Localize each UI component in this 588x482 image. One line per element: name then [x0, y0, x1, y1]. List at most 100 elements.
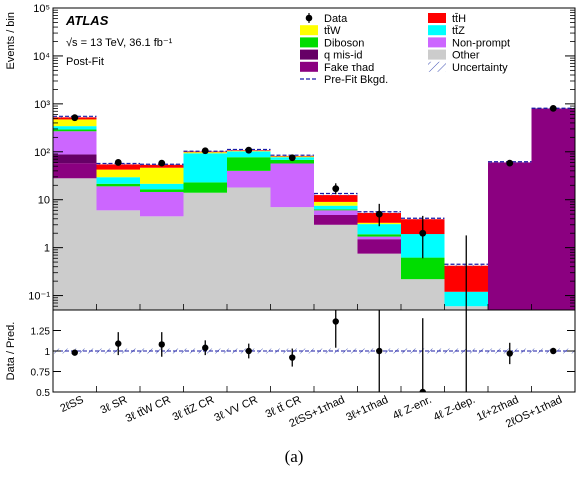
ratio-tick-label: 1.25: [31, 327, 51, 338]
stack-segment: [96, 183, 140, 187]
legend-swatch: [428, 61, 446, 72]
stack-segment: [53, 178, 97, 310]
ratio-point: [376, 347, 383, 355]
data-point: [114, 159, 122, 166]
ratio-tick-label: 0.5: [36, 388, 50, 399]
ratio-point: [245, 347, 252, 355]
ratio-point: [115, 340, 122, 347]
x-tick-label: 3ℓ VV CR: [213, 394, 260, 424]
legend-label: tt̄W: [324, 25, 341, 37]
ratio-point: [550, 347, 557, 355]
data-point: [506, 159, 514, 167]
legend-label: Uncertainty: [452, 62, 508, 74]
stack-segment: [314, 224, 358, 310]
data-point: [549, 104, 557, 112]
legend-label: Fake τhad: [324, 62, 374, 74]
stack-segment: [531, 108, 575, 310]
x-tick-label: 3ℓ tt̄W CR: [124, 394, 173, 426]
legend-label: Diboson: [324, 37, 364, 49]
legend-label: tt̄H: [452, 13, 466, 25]
stack-segment: [53, 131, 97, 155]
legend-swatch: [428, 13, 446, 23]
stack-segment: [96, 164, 140, 170]
fit-label: Post-Fit: [66, 56, 104, 68]
legend: Data tt̄H tt̄W tt̄Z Diboson Non-prompt q mis-i…: [300, 13, 510, 86]
ratio-point: [158, 341, 165, 348]
stack-segment: [140, 167, 184, 184]
stack-segment: [227, 170, 271, 188]
stack-segment: [357, 236, 401, 240]
legend-swatch: [300, 25, 318, 36]
stack-segment: [183, 182, 227, 193]
legend-swatch: [428, 25, 446, 36]
stack-segment: [53, 163, 97, 179]
data-point: [71, 114, 79, 122]
x-tick-label: 3ℓ+1τhad: [344, 394, 390, 424]
legend-label: Other: [452, 50, 480, 62]
legend-label: q mis-id: [324, 50, 363, 62]
stack-segment: [96, 177, 140, 184]
stack-segment: [314, 214, 358, 225]
experiment-label: ATLAS: [65, 13, 109, 28]
stack-segment: [314, 210, 358, 215]
y-tick-label: 10²: [34, 147, 50, 159]
y-tick-label: 10³: [34, 99, 50, 111]
stack-segment: [183, 192, 227, 310]
stack-segment: [140, 216, 184, 310]
x-tick-label: 4ℓ Z-dep.: [432, 394, 477, 424]
data-point: [375, 210, 383, 218]
data-point: [288, 154, 296, 162]
stack-segment: [270, 159, 314, 164]
stack-segment: [314, 209, 358, 211]
legend-swatch: [428, 49, 446, 60]
ratio-y-axis-label: Data / Pred.: [5, 322, 17, 381]
legend-label: tt̄Z: [452, 25, 465, 37]
ratio-point: [332, 318, 339, 325]
stack-segment: [53, 126, 97, 130]
y-axis-label: Events / bin: [5, 12, 17, 69]
stack-segment: [357, 239, 401, 254]
uncertainty-band: [314, 194, 358, 196]
y-tick-label: 10⁴: [33, 51, 50, 63]
stack-segment: [96, 169, 140, 178]
stack-segment: [183, 153, 227, 183]
legend-swatch: [300, 49, 318, 60]
stack-segment: [53, 129, 97, 132]
stack-segment: [270, 207, 314, 310]
stack-segment: [401, 257, 445, 280]
stack-segment: [96, 210, 140, 310]
data-point: [419, 229, 427, 237]
legend-swatch: [300, 37, 318, 48]
main-panel-plot-area: [53, 104, 575, 310]
data-point: [158, 159, 166, 167]
stack-segment: [314, 195, 358, 202]
stack-segment: [488, 162, 532, 310]
stack-segment: [96, 186, 140, 211]
stack-segment: [140, 191, 184, 217]
ratio-panel-plot-area: [53, 310, 575, 392]
ratio-point: [289, 354, 296, 361]
data-point: [201, 147, 209, 155]
legend-swatch: [300, 61, 318, 72]
stack-segment: [270, 163, 314, 208]
ratio-point: [506, 350, 513, 357]
stack-segment: [227, 151, 271, 158]
stack-segment: [227, 187, 271, 310]
data-point: [245, 146, 253, 154]
y-tick-label: 1: [44, 243, 50, 255]
stack-segment: [401, 279, 445, 310]
stack-segment: [140, 183, 184, 190]
stack-segment: [227, 157, 271, 171]
stack-segment: [357, 224, 401, 235]
data-point: [332, 185, 340, 193]
x-tick-label: 2ℓSS: [58, 394, 85, 415]
ratio-point: [71, 349, 78, 356]
y-tick-label: 10⁻¹: [28, 291, 50, 303]
x-tick-label: 3ℓ tt̄Z CR: [171, 394, 217, 424]
stack-segment: [140, 189, 184, 192]
y-tick-label: 10: [38, 195, 50, 207]
legend-label: Pre-Fit Bkgd.: [324, 74, 388, 86]
legend-swatch: [428, 37, 446, 48]
stack-segment: [314, 201, 358, 206]
